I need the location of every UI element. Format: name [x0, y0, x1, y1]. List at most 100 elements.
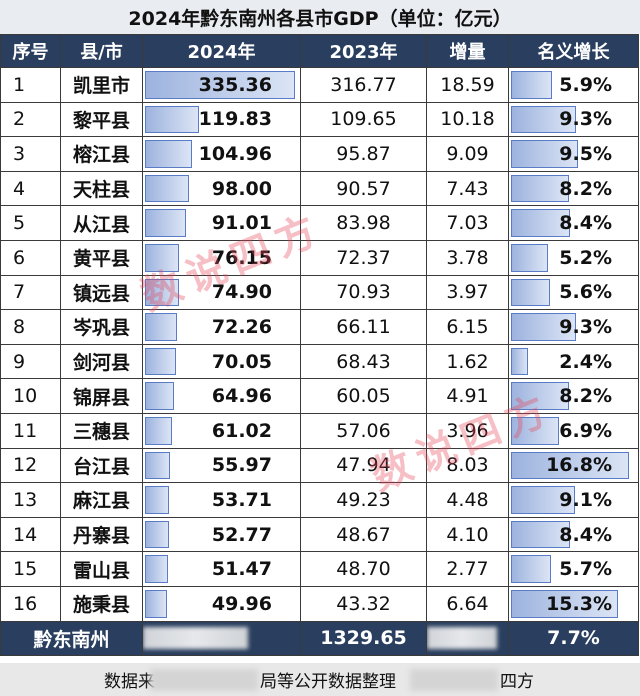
row-county: 镇远县: [60, 274, 143, 311]
growth-bar: [511, 520, 570, 549]
table-row: 11 三穗县 61.02 57.06 3.96 6.9%: [0, 412, 639, 449]
table-row: 2 黎平县 119.83 109.65 10.18 9.3%: [0, 101, 639, 138]
row-2024-cell: 74.90: [142, 274, 301, 311]
row-growth-cell: 8.2%: [508, 378, 639, 414]
row-increase: 6.15: [426, 309, 509, 345]
row-county: 天柱县: [60, 170, 143, 207]
row-seq: 11: [0, 412, 61, 449]
gdp-2024-value: 98.00: [211, 177, 272, 200]
growth-bar: [511, 313, 577, 341]
growth-bar: [511, 71, 553, 99]
gdp-2024-bar: [145, 209, 186, 237]
row-increase: 4.91: [426, 378, 509, 414]
table-row: 8 岑巩县 72.26 66.11 6.15 9.3%: [0, 309, 639, 345]
gdp-2024-value: 74.90: [211, 281, 272, 304]
row-2024-cell: 72.26: [142, 309, 301, 345]
row-growth-cell: 2.4%: [508, 343, 639, 380]
row-growth-cell: 9.3%: [508, 101, 639, 138]
row-county: 凯里市: [60, 67, 143, 103]
row-growth-cell: 5.2%: [508, 239, 639, 276]
gdp-2024-bar: [145, 555, 169, 583]
row-seq: 4: [0, 170, 61, 207]
gdp-2024-value: 119.83: [198, 108, 272, 131]
gdp-2024-bar: [145, 313, 178, 341]
row-2023: 109.65: [300, 101, 427, 138]
row-increase: 7.43: [426, 170, 509, 207]
growth-value: 8.4%: [559, 523, 612, 546]
row-increase: 3.97: [426, 274, 509, 311]
row-county: 雷山县: [60, 551, 143, 587]
gdp-2024-bar: [145, 243, 180, 272]
growth-bar: [511, 209, 570, 237]
row-2024-cell: 119.83: [142, 101, 301, 138]
row-seq: 13: [0, 482, 61, 518]
header-growth: 名义增长: [508, 34, 639, 68]
table-body: 1 凯里市 335.36 316.77 18.59 5.9% 2 黎平县 119.83 109.6…: [0, 67, 639, 622]
row-2023: 90.57: [300, 170, 427, 207]
growth-value: 2.4%: [559, 350, 612, 373]
row-seq: 15: [0, 551, 61, 587]
gdp-2024-value: 61.02: [211, 419, 272, 442]
row-2024-cell: 51.47: [142, 551, 301, 587]
table-row: 15 雷山县 51.47 48.70 2.77 5.7%: [0, 551, 639, 587]
growth-bar: [511, 416, 560, 445]
growth-value: 15.3%: [546, 592, 612, 615]
row-2024-cell: 335.36: [142, 67, 301, 103]
row-seq: 3: [0, 136, 61, 172]
row-growth-cell: 16.8%: [508, 447, 639, 484]
row-growth-cell: 5.6%: [508, 274, 639, 311]
row-2024-cell: 53.71: [142, 482, 301, 518]
total-increase-blurred: [426, 620, 509, 656]
growth-value: 9.5%: [559, 142, 612, 165]
row-2024-cell: 70.05: [142, 343, 301, 380]
row-increase: 10.18: [426, 101, 509, 138]
growth-bar: [511, 140, 578, 168]
table-header-row: 序号 县/市 2024年 2023年 增量 名义增长: [0, 34, 639, 68]
gdp-2024-value: 335.36: [198, 73, 272, 96]
gdp-2024-bar: [145, 520, 169, 549]
growth-bar: [511, 105, 577, 134]
growth-value: 6.9%: [559, 419, 612, 442]
gdp-2024-value: 70.05: [211, 350, 272, 373]
gdp-2024-bar: [145, 589, 168, 618]
table-row: 3 榕江县 104.96 95.87 9.09 9.5%: [0, 136, 639, 172]
row-growth-cell: 5.7%: [508, 551, 639, 587]
row-2024-cell: 49.96: [142, 585, 301, 622]
row-increase: 4.48: [426, 482, 509, 518]
total-2024-blurred: [142, 620, 301, 656]
row-2024-cell: 91.01: [142, 205, 301, 241]
footer-right-text: 四方: [500, 672, 534, 692]
table-row: 12 台江县 55.97 47.94 8.03 16.8%: [0, 447, 639, 484]
header-seq: 序号: [0, 34, 61, 68]
growth-value: 9.3%: [559, 315, 612, 338]
header-2023: 2023年: [300, 34, 427, 68]
table-row: 6 黄平县 76.15 72.37 3.78 5.2%: [0, 239, 639, 276]
row-increase: 2.77: [426, 551, 509, 587]
total-2023: 1329.65: [300, 620, 427, 656]
row-2024-cell: 61.02: [142, 412, 301, 449]
row-2023: 316.77: [300, 67, 427, 103]
growth-bar: [511, 243, 548, 272]
row-growth-cell: 8.4%: [508, 205, 639, 241]
table-row: 7 镇远县 74.90 70.93 3.97 5.6%: [0, 274, 639, 311]
row-growth-cell: 5.9%: [508, 67, 639, 103]
header-county: 县/市: [60, 34, 143, 68]
row-increase: 7.03: [426, 205, 509, 241]
table-row: 9 剑河县 70.05 68.43 1.62 2.4%: [0, 343, 639, 380]
total-label: 黔东南州: [0, 620, 143, 656]
header-increase: 增量: [426, 34, 509, 68]
blur-mask: [143, 627, 248, 650]
row-seq: 7: [0, 274, 61, 311]
row-county: 台江县: [60, 447, 143, 484]
growth-bar: [511, 278, 551, 307]
growth-bar: [511, 486, 575, 514]
row-2024-cell: 52.77: [142, 516, 301, 553]
row-2023: 48.70: [300, 551, 427, 587]
table-row: 14 丹寨县 52.77 48.67 4.10 8.4%: [0, 516, 639, 553]
page-title: 2024年黔东南州各县市GDP（单位：亿元）: [0, 0, 640, 34]
row-county: 黎平县: [60, 101, 143, 138]
row-increase: 18.59: [426, 67, 509, 103]
row-2023: 72.37: [300, 239, 427, 276]
growth-bar: [511, 555, 552, 583]
gdp-2024-value: 91.01: [211, 212, 272, 235]
